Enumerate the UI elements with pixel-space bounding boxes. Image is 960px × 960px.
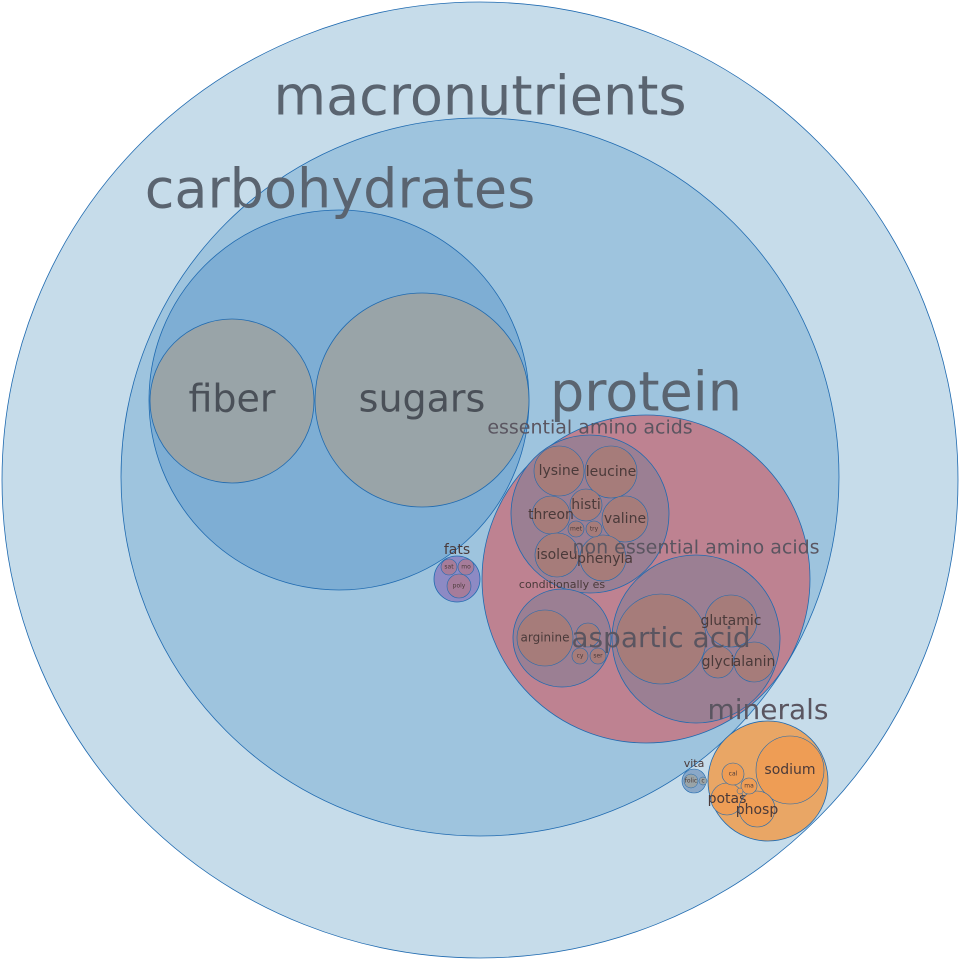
sodium-bubble[interactable] — [755, 735, 825, 805]
aspartic-acid-label: aspartic acid — [571, 621, 750, 654]
glutamine-bubble[interactable] — [575, 622, 601, 648]
lysine-label: lysine — [539, 463, 580, 479]
isoleucine-bubble[interactable] — [534, 532, 580, 578]
fats-poly-bubble[interactable] — [446, 573, 472, 599]
aspartic-acid-bubble[interactable] — [615, 593, 707, 685]
calcium-bubble[interactable] — [721, 762, 745, 786]
serine-label: ser — [593, 653, 603, 660]
glycine-label: glyci — [702, 654, 735, 670]
methionine-bubble[interactable] — [567, 520, 585, 538]
calcium-label: cal — [729, 771, 738, 778]
leucine-label: leucine — [586, 464, 636, 480]
vitamin-c-bubble[interactable] — [698, 776, 708, 786]
phenylalanine-label: phenyla — [577, 551, 633, 567]
cysteine-bubble[interactable] — [571, 647, 589, 665]
fats-poly-label: poly — [453, 583, 466, 590]
minerals-label: minerals — [707, 693, 828, 726]
conditionally-essential-label: conditionally es — [519, 578, 605, 591]
valine-label: valine — [604, 511, 646, 527]
essential-amino-acids-label: essential amino acids — [487, 417, 692, 439]
phosphorus-bubble[interactable] — [738, 790, 776, 828]
non-essential-amino-acids-label: non essential amino acids — [572, 537, 819, 559]
lysine-bubble[interactable] — [533, 445, 585, 497]
fats-sat-label: sat — [444, 564, 454, 571]
alanine-bubble[interactable] — [733, 641, 775, 683]
macronutrients-label: macronutrients — [273, 65, 686, 128]
arginine-bubble[interactable] — [516, 609, 574, 667]
sodium-label: sodium — [764, 762, 815, 778]
fiber-label: fiber — [188, 377, 275, 421]
glutamic-acid-bubble[interactable] — [704, 594, 758, 648]
histidine-bubble[interactable] — [569, 488, 603, 522]
fats-mono-label: mo — [461, 564, 471, 571]
phenylalanine-bubble[interactable] — [579, 534, 627, 582]
valine-bubble[interactable] — [601, 495, 649, 543]
phosphorus-label: phosp — [736, 802, 779, 818]
iron-bubble[interactable] — [736, 787, 744, 795]
magnesium-label: ma — [744, 783, 754, 790]
vitamins-label: vita — [684, 757, 705, 770]
sugars-label: sugars — [359, 377, 486, 421]
fats-mono-bubble[interactable] — [457, 558, 475, 576]
tryptophan-label: try — [590, 526, 599, 533]
fiber-bubble[interactable] — [149, 318, 315, 484]
arginine-label: arginine — [521, 631, 570, 645]
glutamic-acid-label: glutamic — [701, 613, 762, 629]
serine-bubble[interactable] — [589, 647, 607, 665]
protein-label: protein — [550, 361, 742, 424]
histidine-label: histi — [571, 497, 600, 513]
tryptophan-bubble[interactable] — [585, 520, 603, 538]
isoleucine-label: isoleu — [536, 547, 577, 563]
fats-sat-bubble[interactable] — [440, 558, 458, 576]
leucine-bubble[interactable] — [584, 445, 638, 499]
alanine-label: alanin — [733, 654, 776, 670]
vitamin-b-label: folic — [685, 778, 697, 785]
vitamin-c-label: c — [701, 778, 704, 785]
vitamin-b-bubble[interactable] — [683, 773, 699, 789]
carbohydrates-label: carbohydrates — [145, 158, 536, 221]
threonine-label: threon — [528, 507, 574, 523]
sugars-bubble[interactable] — [314, 292, 530, 508]
magnesium-bubble[interactable] — [740, 777, 758, 795]
potassium-label: potas — [708, 791, 747, 807]
methionine-label: met — [570, 526, 583, 533]
cysteine-label: cy — [577, 653, 584, 660]
fats-label: fats — [444, 542, 470, 558]
